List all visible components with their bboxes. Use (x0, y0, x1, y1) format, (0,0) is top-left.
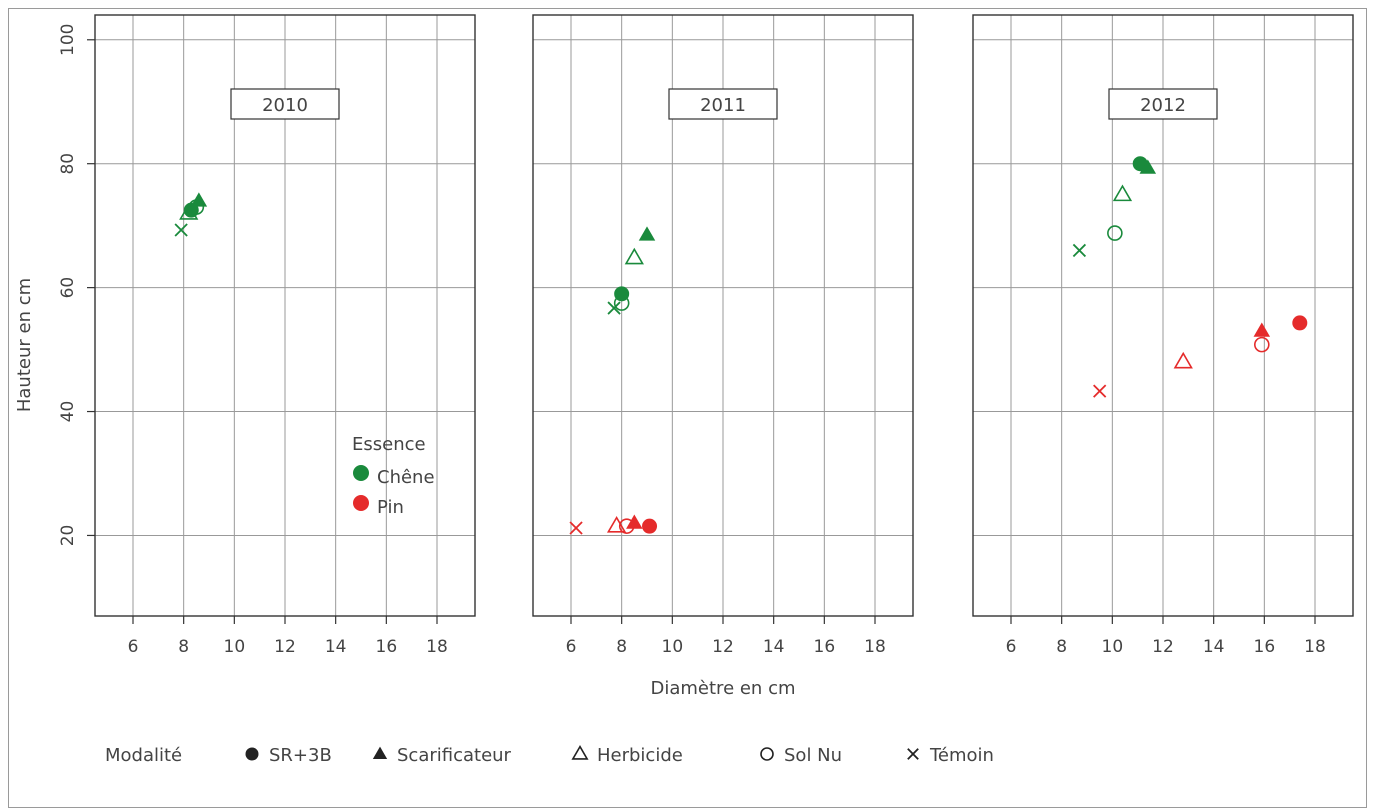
data-point (1093, 384, 1107, 398)
x-tick-label: 8 (616, 637, 627, 657)
data-point (1173, 351, 1193, 369)
data-point (1292, 315, 1308, 331)
data-point (174, 223, 188, 237)
x-tick-label: 12 (1152, 637, 1174, 657)
x-tick-label: 10 (1102, 637, 1124, 657)
x-tick-label: 6 (128, 637, 139, 657)
essence-legend-label: Chêne (377, 467, 435, 488)
modalite-legend-title: Modalité (105, 745, 182, 766)
panel-label: 2012 (1140, 95, 1186, 116)
y-tick-label: 80 (58, 153, 78, 175)
y-tick-label: 100 (58, 24, 78, 56)
modalite-legend-marker (245, 747, 259, 761)
y-axis-title: Hauteur en cm (14, 278, 35, 412)
x-tick-label: 8 (1056, 637, 1067, 657)
essence-legend-title: Essence (352, 434, 426, 455)
data-point (188, 199, 205, 215)
essence-legend-label: Pin (377, 497, 404, 518)
modalite-legend-marker (760, 747, 774, 761)
essence-legend-swatch (353, 495, 369, 511)
data-point (1254, 336, 1270, 353)
data-point (638, 226, 656, 241)
y-tick-label: 40 (58, 401, 78, 423)
data-point (624, 247, 644, 265)
y-tick-label: 60 (58, 277, 78, 299)
data-point (626, 514, 643, 529)
x-tick-label: 12 (712, 637, 734, 657)
data-point (642, 518, 658, 534)
essence-legend-swatch (353, 465, 369, 481)
data-point (190, 192, 208, 207)
data-point (607, 301, 621, 315)
x-axis-title: Diamètre en cm (651, 678, 796, 699)
x-tick-label: 16 (1254, 637, 1276, 657)
x-tick-label: 12 (274, 637, 296, 657)
x-tick-label: 16 (376, 637, 398, 657)
x-tick-label: 18 (426, 637, 448, 657)
panel-label: 2011 (700, 95, 746, 116)
data-point (1072, 243, 1087, 258)
x-tick-label: 14 (763, 637, 785, 657)
data-point (179, 203, 199, 220)
x-tick-label: 18 (864, 637, 886, 657)
x-tick-label: 10 (662, 637, 684, 657)
x-tick-label: 16 (814, 637, 836, 657)
data-point (606, 516, 627, 533)
data-point (613, 295, 630, 311)
x-tick-label: 18 (1304, 637, 1326, 657)
panel-label: 2010 (262, 95, 308, 116)
data-point (1253, 322, 1271, 337)
modalite-legend-label: SR+3B (269, 745, 332, 766)
data-point (569, 521, 583, 535)
data-point (1107, 225, 1123, 241)
modalite-legend-marker (571, 744, 589, 760)
x-tick-label: 10 (224, 637, 246, 657)
x-tick-label: 6 (1006, 637, 1017, 657)
scatter-chart: 6 8 10 12 14 16 18 20 40 60 80 100 2010 6 8 10 12 14 16 18 2… (14, 14, 1354, 766)
panel-label-box (230, 88, 340, 120)
data-point (1112, 184, 1133, 202)
panel-label-box (1108, 88, 1218, 120)
panel-label-box (668, 88, 778, 120)
modalite-legend-marker (372, 746, 388, 759)
modalite-legend-marker (907, 748, 919, 760)
data-point (1139, 159, 1157, 174)
figure-frame: 6 8 10 12 14 16 18 20 40 60 80 100 2010 6 8 10 12 14 16 18 2… (8, 8, 1367, 808)
modalite-legend-label: Témoin (929, 745, 994, 766)
x-tick-label: 6 (566, 637, 577, 657)
y-tick-label: 20 (58, 525, 78, 547)
modalite-legend-label: Herbicide (597, 745, 683, 766)
x-tick-label: 14 (325, 637, 347, 657)
x-tick-label: 8 (178, 637, 189, 657)
data-point (618, 518, 635, 534)
modalite-legend-label: Scarificateur (397, 745, 512, 766)
modalite-legend-label: Sol Nu (784, 745, 842, 766)
x-tick-label: 14 (1203, 637, 1225, 657)
